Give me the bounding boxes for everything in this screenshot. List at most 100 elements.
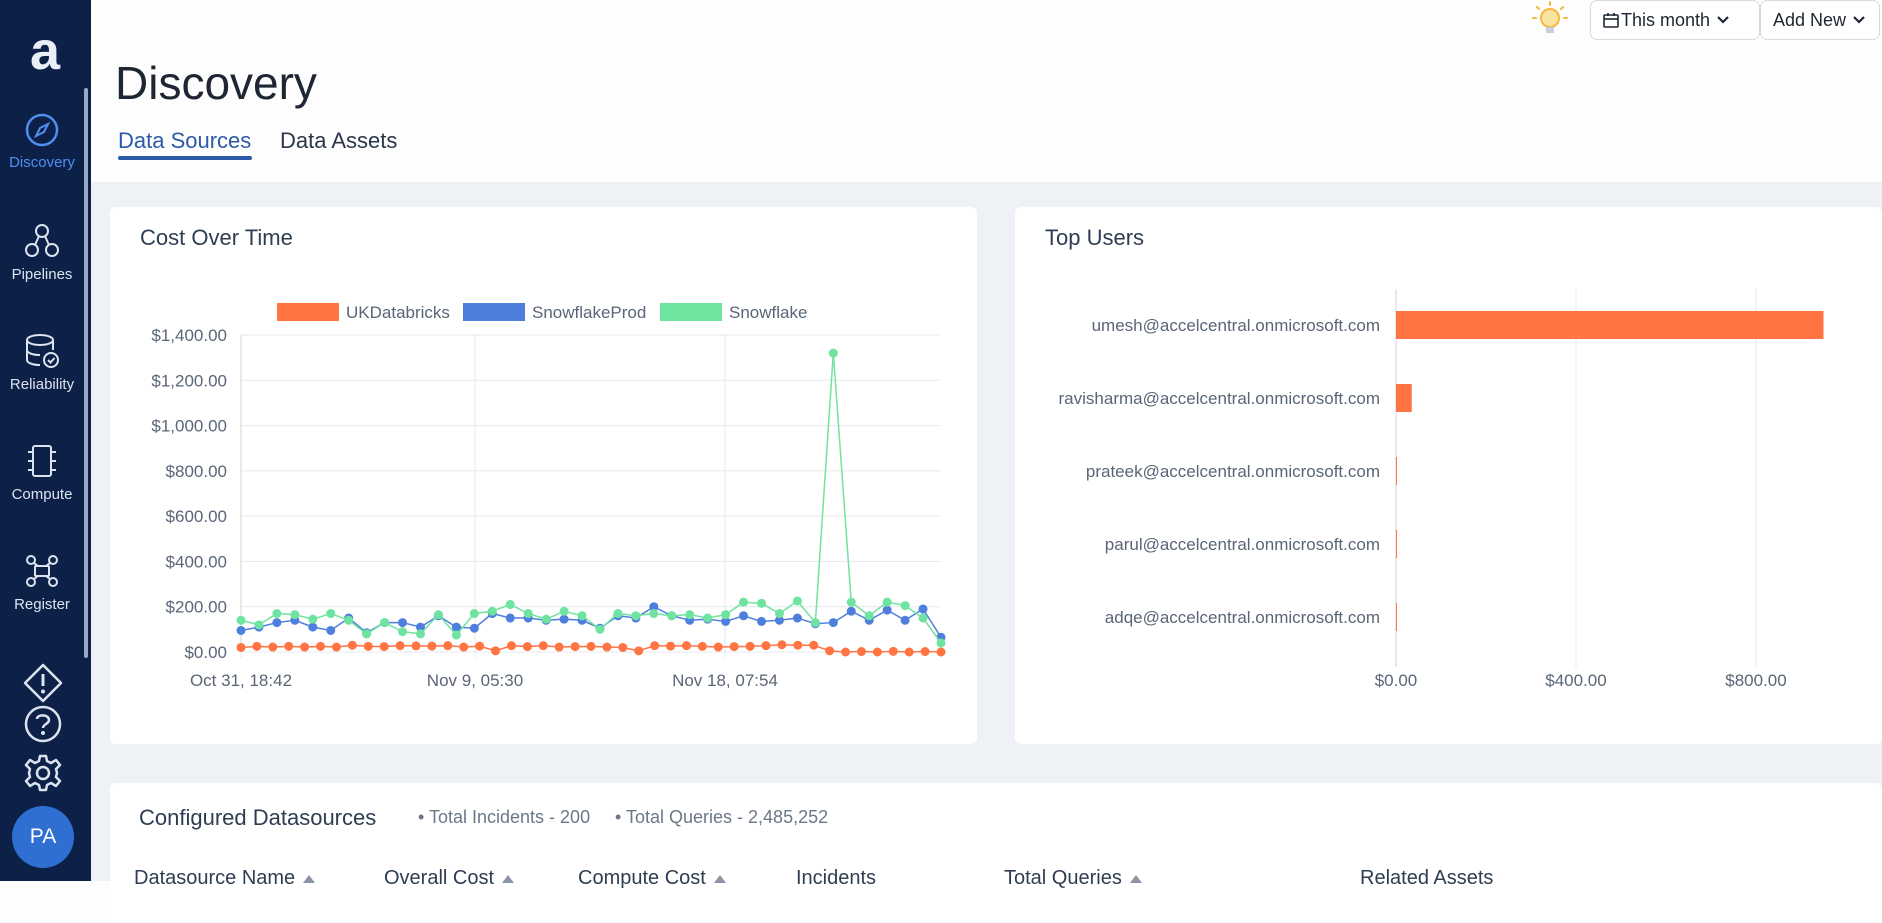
avatar[interactable]: PA	[12, 806, 74, 868]
sort-icon	[502, 874, 515, 883]
sidebar-item-register[interactable]: Register	[0, 552, 84, 642]
data-point	[918, 604, 928, 614]
data-point	[347, 640, 357, 650]
data-point	[398, 618, 408, 628]
column-label: Datasource Name	[134, 867, 296, 889]
data-point	[379, 642, 389, 652]
y-tick-label: $1,400.00	[151, 326, 227, 345]
add-new-dropdown[interactable]: Add New	[1760, 0, 1880, 40]
column-label: Compute Cost	[578, 867, 706, 889]
chevron-down-icon	[1717, 16, 1729, 24]
data-point	[667, 611, 677, 621]
total-queries-stat: • Total Queries - 2,485,252	[615, 807, 829, 827]
chip-icon	[28, 445, 56, 477]
data-point	[326, 609, 336, 619]
data-point	[888, 646, 898, 656]
stat-value: Total Incidents - 200	[428, 807, 591, 827]
data-point	[559, 614, 569, 624]
data-point	[344, 615, 354, 625]
data-point	[810, 618, 820, 628]
data-point	[363, 641, 373, 651]
column-header-total-queries[interactable]: Total Queries	[1004, 867, 1142, 890]
help-icon[interactable]	[22, 703, 64, 745]
data-point	[864, 611, 874, 621]
data-point	[846, 606, 856, 616]
column-header-compute-cost[interactable]: Compute Cost	[578, 867, 726, 890]
data-point	[505, 613, 515, 623]
data-point	[522, 642, 532, 652]
data-point	[900, 601, 910, 611]
tab-data-sources[interactable]: Data Sources	[118, 128, 252, 160]
data-point	[713, 642, 723, 652]
sidebar-scrollbar[interactable]	[84, 88, 88, 658]
app-logo[interactable]: a	[29, 21, 61, 81]
card-title: Cost Over Time	[140, 225, 293, 250]
data-point	[415, 622, 425, 632]
data-point	[284, 641, 294, 651]
tab-data-assets[interactable]: Data Assets	[280, 128, 397, 154]
data-point	[825, 646, 835, 656]
data-point	[777, 640, 787, 650]
data-point	[380, 618, 390, 628]
data-point	[326, 625, 336, 635]
cost-over-time-card: Cost Over Time $0.00 $200.00 $400.00 $600.0…	[110, 207, 977, 744]
data-point	[254, 620, 264, 630]
sidebar-item-pipelines[interactable]: Pipelines	[0, 222, 84, 312]
data-point	[882, 605, 892, 615]
column-header-related-assets[interactable]: Related Assets	[1360, 867, 1493, 890]
data-point	[362, 629, 372, 639]
bar	[1396, 603, 1397, 631]
data-point	[290, 610, 300, 620]
sidebar-item-compute[interactable]: Compute	[0, 442, 84, 532]
data-point	[316, 641, 326, 651]
data-point	[541, 614, 551, 624]
page-title: Discovery	[115, 57, 317, 109]
column-header-overall-cost[interactable]: Overall Cost	[384, 867, 515, 890]
gear-icon[interactable]	[22, 752, 64, 794]
x-tick-label: $800.00	[1725, 671, 1786, 690]
calendar-icon	[1603, 13, 1619, 28]
data-point	[882, 597, 892, 607]
sidebar-item-discovery[interactable]: Discovery	[0, 112, 84, 202]
alert-icon[interactable]	[22, 662, 64, 704]
data-point	[443, 641, 453, 651]
sidebar-item-label: Register	[14, 596, 70, 613]
top-users-chart: $0.00 $400.00 $800.00 umesh@accelcentral.on…	[1059, 289, 1824, 690]
data-point	[761, 641, 771, 651]
legend-label: UKDatabricks	[346, 303, 450, 322]
legend-swatch	[463, 303, 525, 321]
series-line	[240, 353, 942, 644]
column-label: Incidents	[796, 867, 877, 889]
data-point	[856, 647, 866, 657]
data-point	[649, 609, 659, 619]
category-label: ravisharma@accelcentral.onmicrosoft.com	[1059, 389, 1380, 408]
data-point	[846, 597, 856, 607]
data-point	[469, 623, 479, 633]
series-line	[240, 605, 942, 638]
sidebar-item-label: Compute	[11, 486, 73, 503]
lightbulb-icon[interactable]	[1530, 0, 1570, 38]
sidebar-item-reliability[interactable]: Reliability	[0, 332, 84, 422]
column-header-incidents[interactable]: Incidents	[796, 867, 876, 890]
tab-label: Data Sources	[118, 128, 252, 153]
data-point	[272, 609, 282, 619]
data-point	[841, 647, 851, 657]
category-label: prateek@accelcentral.onmicrosoft.com	[1086, 462, 1380, 481]
bar	[1396, 457, 1397, 485]
top-users-card: Top Users $0.00 $400.00 $800.00 umesh@accel…	[1015, 207, 1882, 744]
column-header-datasource-name[interactable]: Datasource Name	[134, 867, 316, 890]
data-point	[395, 641, 405, 651]
data-point	[491, 646, 501, 656]
data-point	[936, 647, 946, 657]
x-tick-label: $0.00	[1375, 671, 1418, 690]
bar	[1396, 311, 1824, 339]
sidebar-item-label: Discovery	[9, 154, 75, 171]
data-point	[252, 641, 262, 651]
data-point	[774, 615, 784, 625]
database-check-icon	[26, 334, 59, 368]
date-filter-dropdown[interactable]: This month	[1590, 0, 1760, 40]
data-point	[739, 597, 749, 607]
data-point	[459, 642, 469, 652]
data-point	[523, 609, 533, 619]
data-point	[308, 614, 318, 624]
